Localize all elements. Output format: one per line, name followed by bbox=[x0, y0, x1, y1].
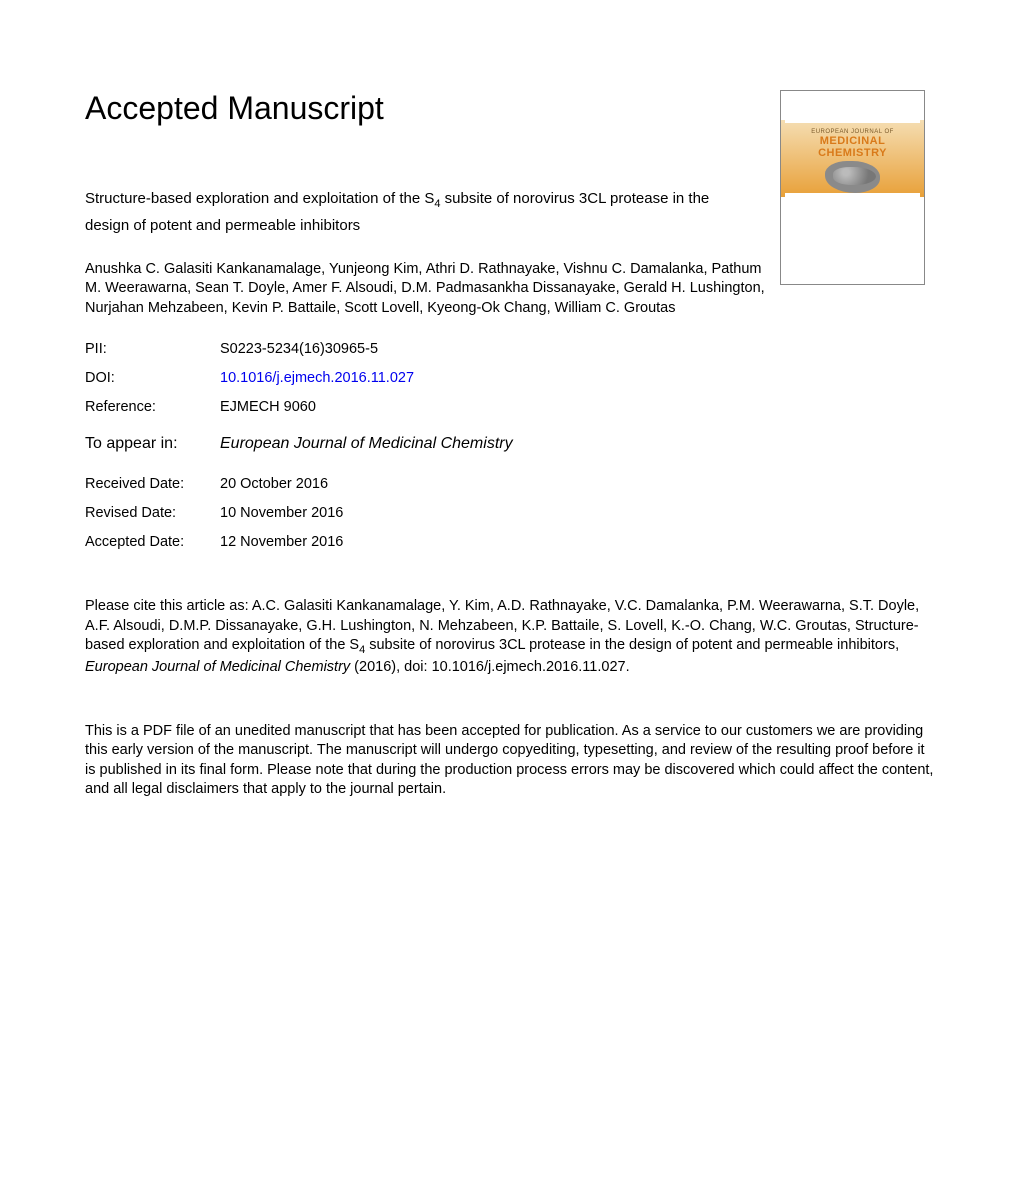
revised-row: Revised Date: 10 November 2016 bbox=[85, 504, 935, 523]
pii-value: S0223-5234(16)30965-5 bbox=[220, 340, 935, 359]
cover-journal-name-line1: MEDICINAL bbox=[820, 135, 886, 147]
metadata-table: PII: S0223-5234(16)30965-5 DOI: 10.1016/… bbox=[85, 340, 935, 417]
article-title-pre: Structure-based exploration and exploita… bbox=[85, 190, 434, 207]
to-appear-row: To appear in: European Journal of Medici… bbox=[85, 435, 935, 453]
citation-paragraph: Please cite this article as: A.C. Galasi… bbox=[85, 597, 935, 677]
authors-list: Anushka C. Galasiti Kankanamalage, Yunje… bbox=[85, 260, 765, 319]
revised-value: 10 November 2016 bbox=[220, 504, 935, 523]
revised-label: Revised Date: bbox=[85, 504, 220, 523]
disclaimer-paragraph: This is a PDF file of an unedited manusc… bbox=[85, 722, 935, 800]
cover-molecule-graphic bbox=[825, 161, 880, 193]
doi-row: DOI: 10.1016/j.ejmech.2016.11.027 bbox=[85, 369, 935, 388]
cover-top-bar bbox=[785, 95, 920, 123]
dates-table: Received Date: 20 October 2016 Revised D… bbox=[85, 475, 935, 552]
cover-title-area: EUROPEAN JOURNAL OF MEDICINAL CHEMISTRY bbox=[785, 123, 920, 193]
reference-row: Reference: EJMECH 9060 bbox=[85, 398, 935, 417]
to-appear-journal: European Journal of Medicinal Chemistry bbox=[220, 435, 935, 453]
accepted-label: Accepted Date: bbox=[85, 533, 220, 552]
pii-label: PII: bbox=[85, 340, 220, 359]
article-title: Structure-based exploration and exploita… bbox=[85, 187, 725, 238]
cover-journal-name-line2: CHEMISTRY bbox=[818, 147, 887, 159]
received-row: Received Date: 20 October 2016 bbox=[85, 475, 935, 494]
citation-mid: subsite of norovirus 3CL protease in the… bbox=[365, 637, 899, 653]
pii-row: PII: S0223-5234(16)30965-5 bbox=[85, 340, 935, 359]
doi-link[interactable]: 10.1016/j.ejmech.2016.11.027 bbox=[220, 369, 935, 388]
reference-label: Reference: bbox=[85, 398, 220, 417]
accepted-row: Accepted Date: 12 November 2016 bbox=[85, 533, 935, 552]
doi-label: DOI: bbox=[85, 369, 220, 388]
received-value: 20 October 2016 bbox=[220, 475, 935, 494]
journal-cover-thumbnail: EUROPEAN JOURNAL OF MEDICINAL CHEMISTRY bbox=[780, 90, 925, 285]
accepted-value: 12 November 2016 bbox=[220, 533, 935, 552]
to-appear-label: To appear in: bbox=[85, 435, 220, 453]
citation-journal: European Journal of Medicinal Chemistry bbox=[85, 659, 350, 675]
citation-suffix: (2016), doi: 10.1016/j.ejmech.2016.11.02… bbox=[350, 659, 629, 675]
cover-bottom-area bbox=[785, 193, 920, 280]
manuscript-page: Accepted Manuscript EUROPEAN JOURNAL OF … bbox=[0, 0, 1020, 860]
reference-value: EJMECH 9060 bbox=[220, 398, 935, 417]
received-label: Received Date: bbox=[85, 475, 220, 494]
